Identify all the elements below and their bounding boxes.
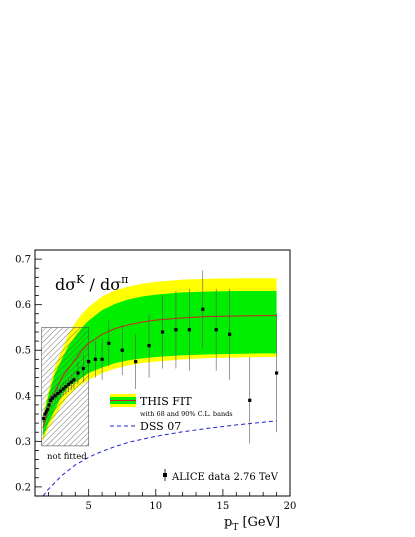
legend-dss-label: DSS 07 <box>140 420 181 433</box>
x-axis-label: pT [GeV] <box>224 515 280 533</box>
data-marker <box>187 328 191 332</box>
data-marker <box>134 360 138 364</box>
plot-frame <box>34 249 291 497</box>
data-point <box>160 295 165 369</box>
data-point <box>187 288 191 371</box>
data-point <box>87 345 91 378</box>
legend-alice-label: ALICE data 2.76 TeV <box>171 472 279 483</box>
data-point <box>72 370 76 389</box>
data-point <box>214 288 218 371</box>
data-marker <box>47 403 51 407</box>
data-marker <box>87 360 91 364</box>
y-tick-label: 0.3 <box>15 437 31 448</box>
data-point <box>93 341 97 378</box>
data-marker <box>274 371 279 375</box>
data-marker <box>201 307 205 311</box>
data-marker <box>46 407 50 412</box>
data-point <box>69 373 73 391</box>
data-point <box>61 382 65 396</box>
data-marker <box>44 410 49 414</box>
data-marker <box>147 344 151 348</box>
confidence-bands <box>43 278 277 442</box>
data-marker <box>43 412 47 416</box>
x-tick-label: 15 <box>217 501 230 512</box>
y-tick-label: 0.7 <box>15 255 31 266</box>
x-tick-label: 10 <box>149 501 162 512</box>
data-marker <box>69 380 73 384</box>
legend-dss: DSS 07 <box>110 420 181 433</box>
data-marker <box>64 385 68 389</box>
data-marker <box>56 391 60 396</box>
data-marker <box>81 366 85 371</box>
data-point <box>107 320 111 367</box>
data-marker <box>76 371 80 375</box>
alice-data-points <box>42 270 279 444</box>
data-point <box>64 379 68 394</box>
data-point <box>274 313 279 433</box>
y-tick-label: 0.6 <box>15 300 31 311</box>
legend-this-fit: THIS FIT with 68 and 90% C.L. bands <box>110 394 233 418</box>
band-68-cl <box>43 291 277 437</box>
data-marker <box>174 328 178 332</box>
data-point <box>81 354 85 383</box>
data-marker <box>107 341 111 345</box>
data-point <box>56 387 60 400</box>
data-marker <box>214 328 218 332</box>
data-point <box>201 270 205 348</box>
data-marker <box>72 378 76 382</box>
y-tick-label: 0.4 <box>15 391 31 402</box>
data-marker <box>228 332 232 336</box>
data-point <box>134 334 138 389</box>
data-point <box>100 338 104 380</box>
not-fitted-label: not fitted <box>47 452 87 462</box>
legend-this-fit-sub: with 68 and 90% C.L. bands <box>140 410 233 418</box>
data-point <box>228 288 232 380</box>
legend-alice-marker <box>163 473 167 477</box>
data-point <box>53 389 57 402</box>
data-marker <box>48 398 53 402</box>
x-axis-ticks: 5 10 15 20 <box>48 489 296 512</box>
y-tick-label: 0.5 <box>15 346 31 357</box>
x-tick-label: 20 <box>284 501 297 512</box>
data-point <box>50 392 55 404</box>
data-marker <box>120 348 124 352</box>
data-marker <box>248 398 252 402</box>
y-axis-ticks: 0.2 0.3 0.4 0.5 0.6 0.7 <box>15 255 42 493</box>
data-marker <box>61 387 65 391</box>
chart-title: dσK / dσπ <box>55 273 128 294</box>
y-tick-label: 0.2 <box>15 482 31 493</box>
data-marker <box>160 330 165 334</box>
x-tick-label: 5 <box>85 501 91 512</box>
data-marker <box>53 394 57 398</box>
data-point <box>120 325 124 376</box>
data-marker <box>100 357 104 361</box>
legend-this-fit-label: THIS FIT <box>140 395 192 408</box>
data-marker <box>42 416 46 421</box>
data-point <box>174 291 178 369</box>
data-point <box>147 313 151 378</box>
data-marker <box>58 389 63 393</box>
data-point <box>48 394 53 406</box>
legend-alice: ALICE data 2.76 TeV <box>163 469 279 483</box>
dss07-line <box>42 420 277 496</box>
data-point <box>58 384 63 398</box>
data-marker <box>66 382 71 386</box>
data-point <box>248 357 252 444</box>
data-marker <box>50 396 55 400</box>
data-point <box>76 361 80 385</box>
data-marker <box>93 357 97 361</box>
data-point <box>66 376 71 393</box>
